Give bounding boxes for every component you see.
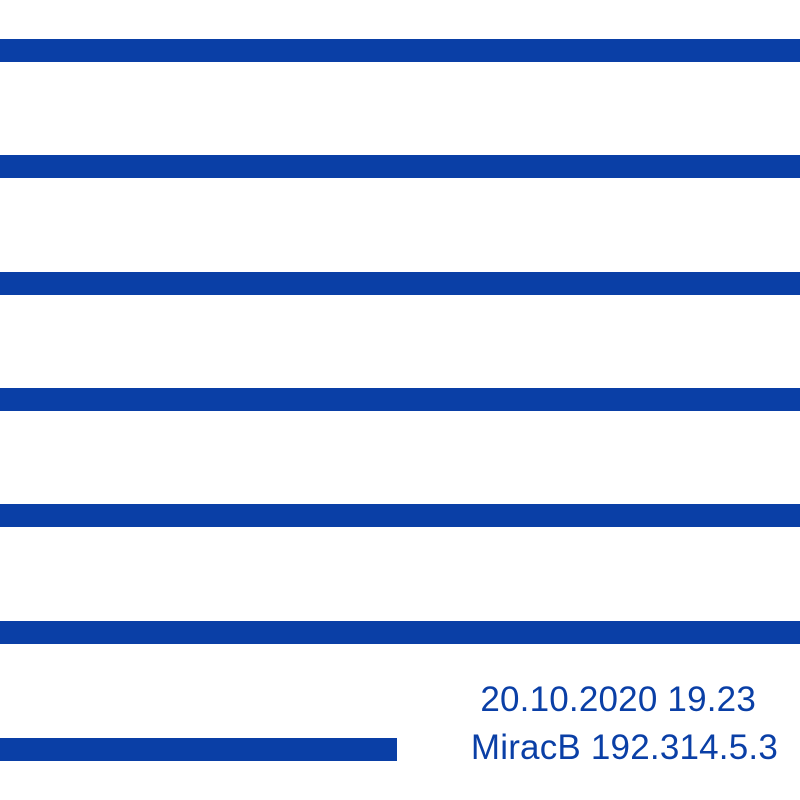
stripe-1 xyxy=(0,39,800,62)
stripe-5 xyxy=(0,504,800,527)
stripe-3 xyxy=(0,272,800,295)
stripe-6 xyxy=(0,621,800,644)
datetime-text: 20.10.2020 19.23 xyxy=(480,680,756,719)
stripe-2 xyxy=(0,155,800,178)
identity-text: MiracB 192.314.5.3 xyxy=(470,728,778,767)
stripe-short xyxy=(0,738,397,761)
stripe-4 xyxy=(0,388,800,411)
